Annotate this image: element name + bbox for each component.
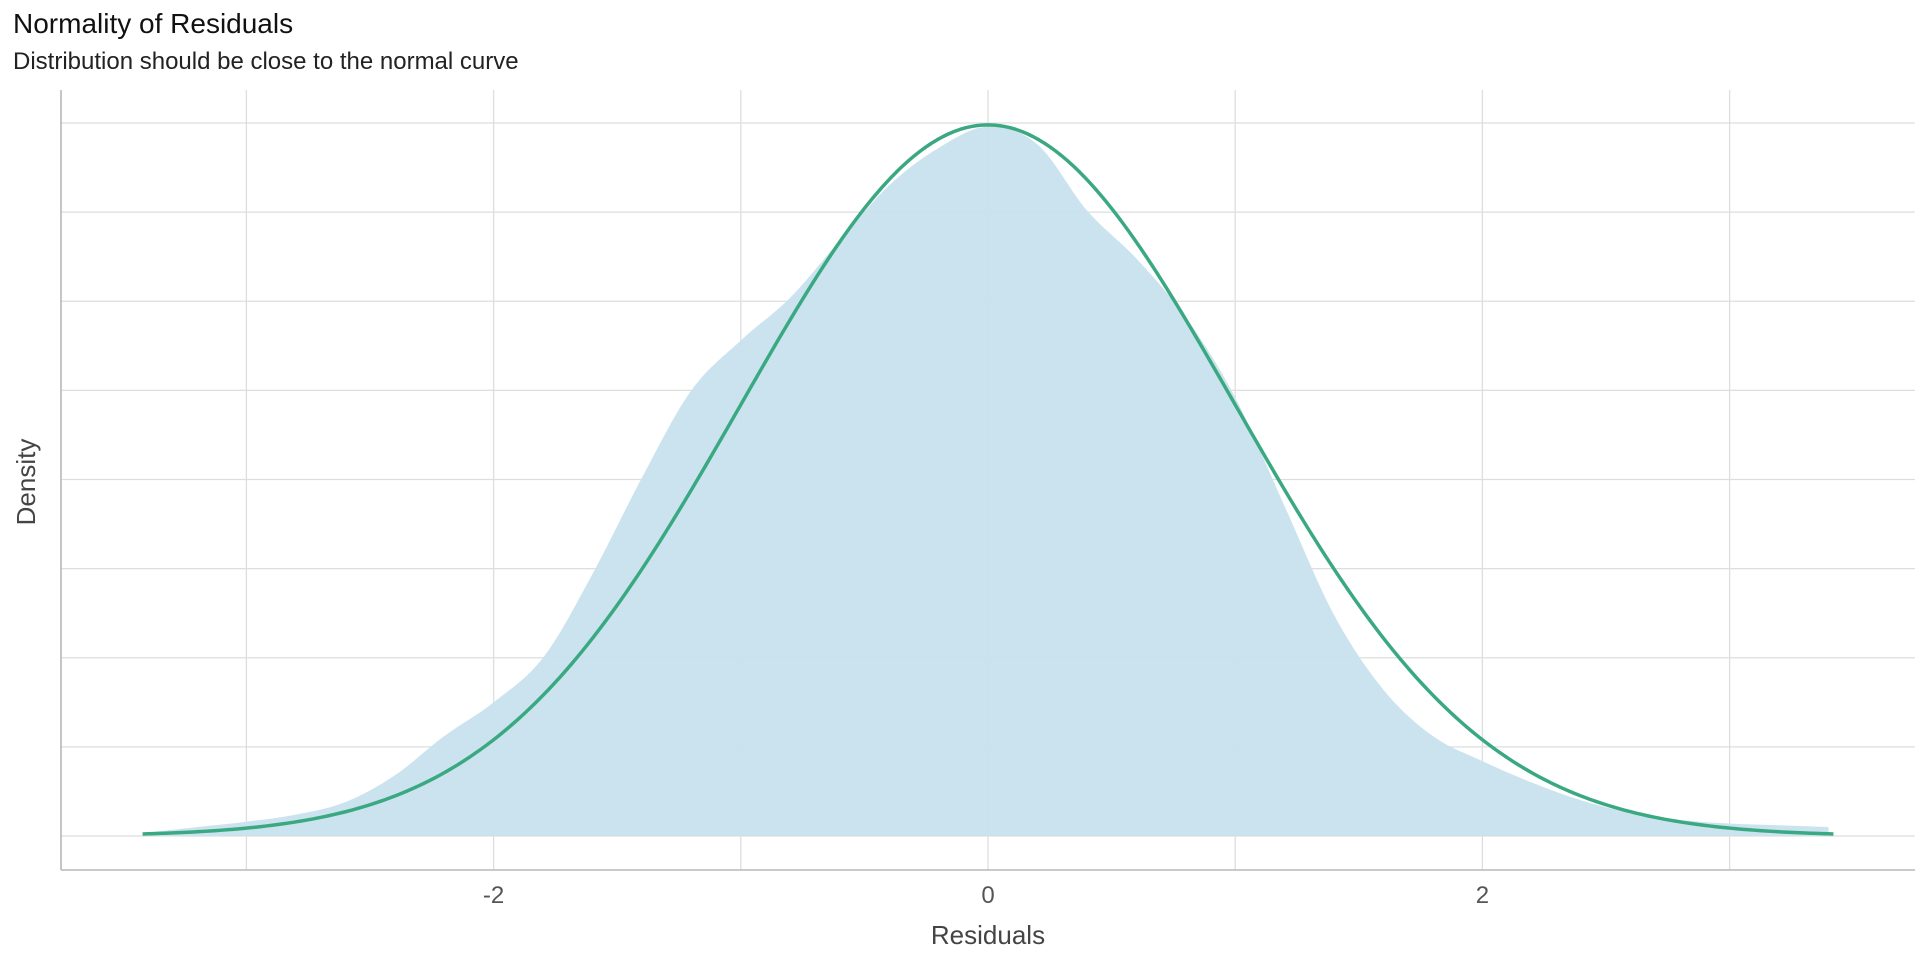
normal-curve-line	[142, 123, 1834, 836]
chart-subtitle: Distribution should be close to the norm…	[13, 48, 519, 75]
x-tick-label: -2	[483, 882, 504, 909]
y-axis-title: Density	[11, 439, 41, 526]
x-tick-label: 2	[1476, 882, 1489, 909]
x-tick-label: 0	[981, 882, 994, 909]
residual-density-area	[147, 126, 1829, 837]
x-tick-labels: -2 0 2	[483, 882, 1489, 909]
chart-title: Normality of Residuals	[13, 8, 294, 39]
axis-layer	[60, 90, 1915, 871]
x-axis-title: Residuals	[931, 920, 1045, 950]
